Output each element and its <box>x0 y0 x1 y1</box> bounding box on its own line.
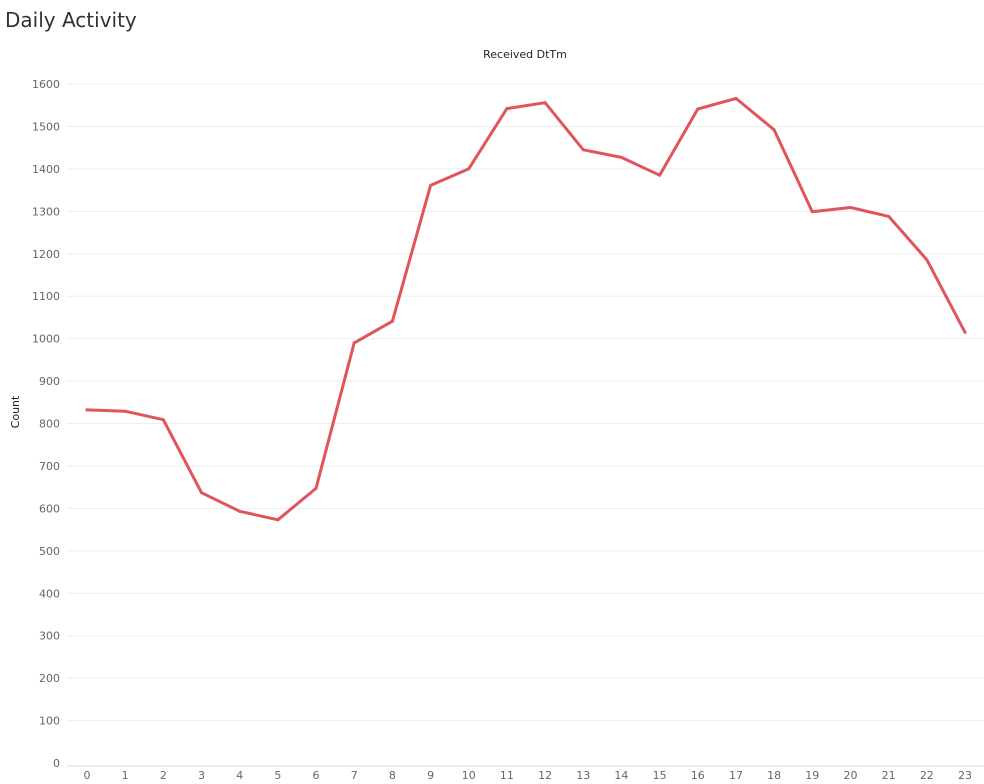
y-tick-label: 900 <box>39 375 60 388</box>
data-point[interactable] <box>848 205 852 209</box>
data-point[interactable] <box>734 96 738 100</box>
data-point[interactable] <box>887 214 891 218</box>
x-tick-label: 6 <box>313 769 320 782</box>
data-point[interactable] <box>352 341 356 345</box>
data-point[interactable] <box>238 509 242 513</box>
y-tick-label: 100 <box>39 715 60 728</box>
y-tick-label: 1100 <box>32 290 60 303</box>
x-tick-label: 15 <box>653 769 667 782</box>
x-tick-label: 0 <box>84 769 91 782</box>
y-tick-label: 1500 <box>32 120 60 133</box>
data-point[interactable] <box>810 210 814 214</box>
y-tick-label: 1400 <box>32 163 60 176</box>
data-point[interactable] <box>658 173 662 177</box>
x-tick-label: 18 <box>767 769 781 782</box>
data-point[interactable] <box>85 408 89 412</box>
data-point[interactable] <box>772 128 776 132</box>
data-point[interactable] <box>200 491 204 495</box>
data-point[interactable] <box>581 148 585 152</box>
data-point[interactable] <box>161 418 165 422</box>
y-tick-label: 1200 <box>32 248 60 261</box>
x-axis-ticks: 0 1 2 3 4 5 6 7 8 9 10 11 12 13 14 15 16 17 18 19 20 21 22 23 <box>84 769 973 782</box>
x-tick-label: 4 <box>236 769 243 782</box>
data-point[interactable] <box>696 107 700 111</box>
y-tick-label: 600 <box>39 502 60 515</box>
x-tick-label: 9 <box>427 769 434 782</box>
y-tick-label: 400 <box>39 587 60 600</box>
x-tick-label: 7 <box>351 769 358 782</box>
x-tick-label: 2 <box>160 769 167 782</box>
page-title: Daily Activity <box>5 8 137 32</box>
data-point[interactable] <box>429 183 433 187</box>
data-point[interactable] <box>276 518 280 522</box>
y-tick-label: 1600 <box>32 78 60 91</box>
data-point[interactable] <box>390 319 394 323</box>
x-tick-label: 10 <box>462 769 476 782</box>
x-tick-label: 8 <box>389 769 396 782</box>
y-tick-label: 200 <box>39 672 60 685</box>
x-tick-label: 20 <box>843 769 857 782</box>
data-point[interactable] <box>619 155 623 159</box>
x-tick-label: 12 <box>538 769 552 782</box>
x-tick-label: 11 <box>500 769 514 782</box>
y-axis-ticks: 0 100 200 300 400 500 600 700 800 900 1000 1100 1200… <box>32 78 60 770</box>
x-tick-label: 1 <box>122 769 129 782</box>
y-tick-label: 300 <box>39 630 60 643</box>
data-point[interactable] <box>123 409 127 413</box>
x-tick-label: 19 <box>805 769 819 782</box>
y-tick-label: 500 <box>39 545 60 558</box>
x-tick-label: 16 <box>691 769 705 782</box>
data-point[interactable] <box>543 101 547 105</box>
y-axis-title: Count <box>9 395 22 428</box>
y-tick-label: 1300 <box>32 205 60 218</box>
series-line-count <box>85 96 967 522</box>
x-tick-label: 23 <box>958 769 972 782</box>
x-tick-label: 13 <box>576 769 590 782</box>
data-point[interactable] <box>505 107 509 111</box>
y-tick-label: 1000 <box>32 333 60 346</box>
y-tick-label: 800 <box>39 418 60 431</box>
x-axis-title: Received DtTm <box>483 48 567 61</box>
gridlines <box>67 83 984 722</box>
x-tick-label: 21 <box>882 769 896 782</box>
x-tick-label: 3 <box>198 769 205 782</box>
y-tick-label: 0 <box>53 757 60 770</box>
x-tick-label: 14 <box>614 769 628 782</box>
data-point[interactable] <box>925 258 929 262</box>
data-point[interactable] <box>963 330 967 334</box>
x-tick-label: 5 <box>274 769 281 782</box>
x-tick-label: 22 <box>920 769 934 782</box>
y-tick-label: 700 <box>39 460 60 473</box>
data-point[interactable] <box>314 486 318 490</box>
data-points <box>85 96 967 522</box>
x-tick-label: 17 <box>729 769 743 782</box>
data-point[interactable] <box>467 167 471 171</box>
